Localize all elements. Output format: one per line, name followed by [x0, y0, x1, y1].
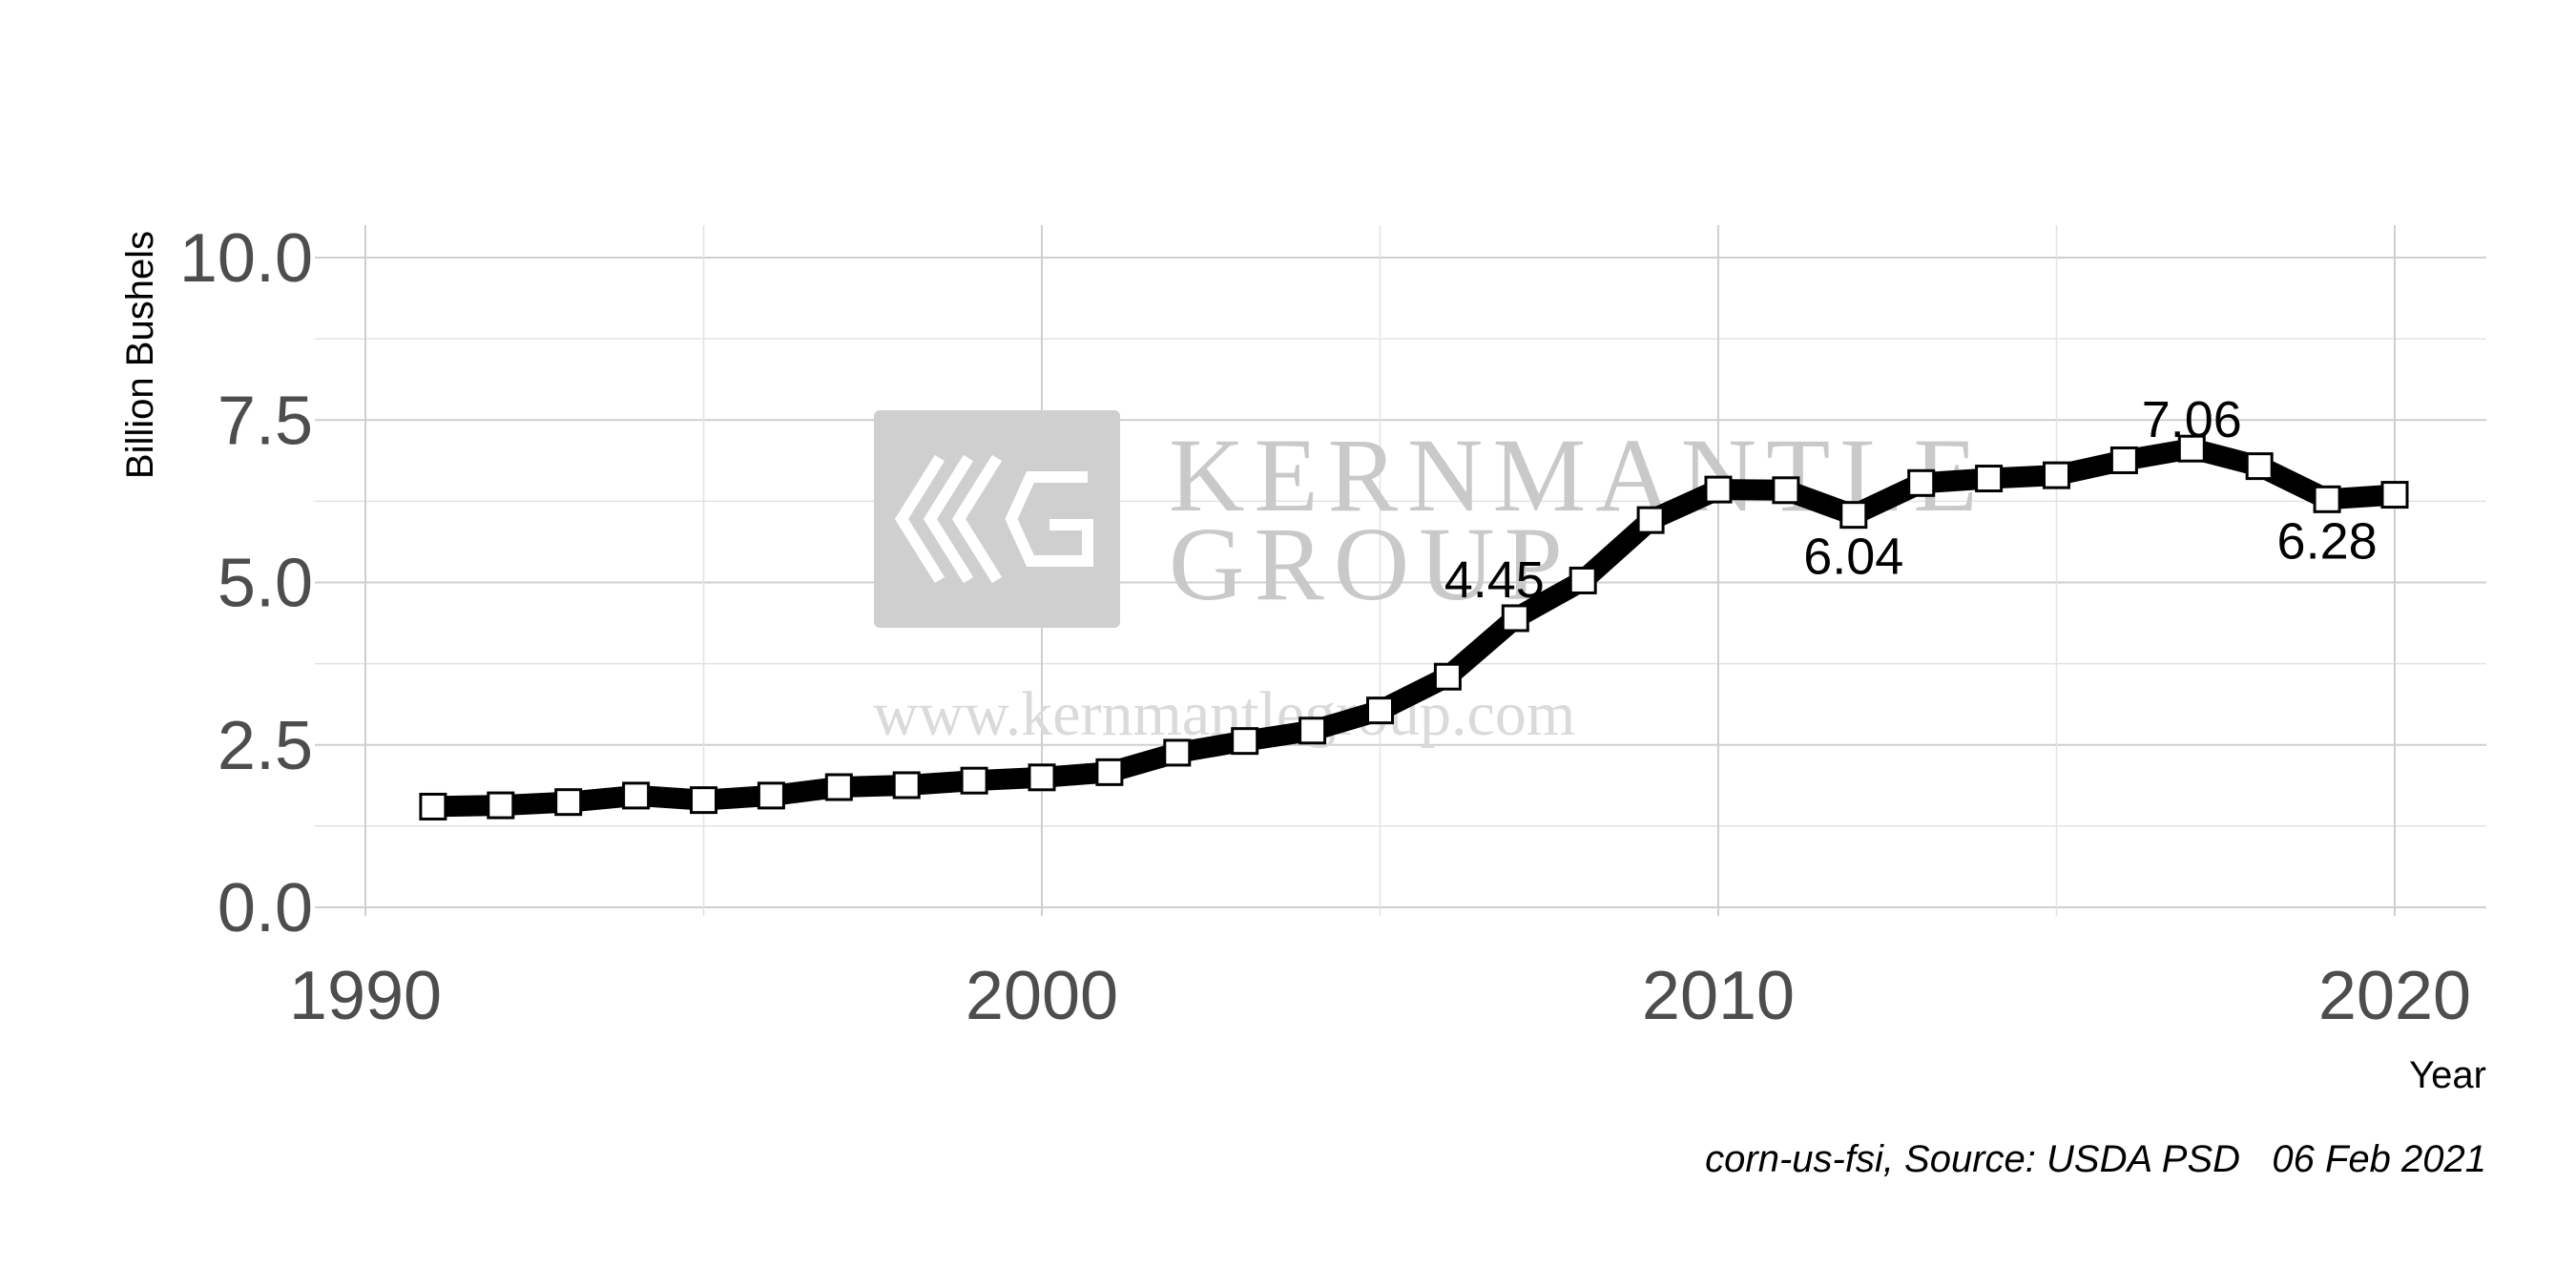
data-point-marker: [1907, 468, 1936, 497]
data-point-marker: [2313, 485, 2341, 513]
data-label: 4.45: [1444, 551, 1545, 609]
watermark-logo-icon: [894, 454, 1093, 584]
data-point-marker: [1095, 758, 1124, 786]
data-point-marker: [1568, 566, 1597, 594]
data-point-marker: [419, 792, 447, 821]
data-point-marker: [824, 773, 853, 801]
y-tick-label: 0.0: [218, 870, 313, 946]
x-tick-label: 1990: [289, 958, 442, 1034]
y-tick-labels: 0.0 2.5 5.0 7.5 10.0: [179, 220, 313, 946]
data-point-marker: [892, 771, 921, 800]
data-point-marker: [1501, 604, 1529, 633]
data-point-marker: [1433, 662, 1462, 691]
x-tick-label: 2000: [966, 958, 1118, 1034]
data-point-marker: [1636, 506, 1665, 534]
data-point-marker: [1366, 696, 1394, 725]
data-labels: 4.45 6.04 7.06 6.28: [1444, 391, 2378, 609]
data-label: 6.28: [2277, 512, 2378, 570]
x-axis-title: Year: [2409, 1054, 2486, 1096]
data-point-marker: [487, 791, 515, 820]
data-point-marker: [2043, 461, 2070, 489]
data-point-marker: [1975, 465, 2004, 493]
data-point-marker: [757, 781, 785, 810]
data-point-marker: [1772, 476, 1800, 505]
watermark-name-line2: GROUP: [1169, 506, 1572, 622]
data-point-marker: [1231, 727, 1259, 756]
data-point-marker: [2109, 446, 2138, 474]
data-label: 7.06: [2142, 391, 2242, 448]
x-tick-label: 2010: [1642, 958, 1795, 1034]
data-label: 6.04: [1803, 529, 1903, 586]
data-point-marker: [622, 781, 651, 810]
y-tick-label: 7.5: [218, 383, 313, 459]
data-point-marker: [690, 786, 717, 815]
x-tick-labels: 1990 2000 2010 2020: [289, 958, 2471, 1034]
data-point-marker: [1704, 475, 1733, 504]
series-layer: [419, 434, 2409, 821]
data-point-marker: [960, 766, 988, 795]
data-point-marker: [2245, 452, 2274, 481]
chart-caption: corn-us-fsi, Source: USDA PSD 06 Feb 202…: [1705, 1138, 2486, 1180]
y-tick-label: 10.0: [179, 220, 313, 297]
data-point-marker: [1028, 763, 1056, 792]
grid: [315, 225, 2486, 916]
data-point-marker: [2380, 481, 2409, 509]
data-point-marker: [554, 788, 583, 817]
y-tick-label: 2.5: [218, 708, 313, 784]
data-point-marker: [1298, 717, 1327, 745]
data-point-marker: [1163, 738, 1192, 767]
data-point-marker: [1839, 501, 1868, 530]
x-tick-label: 2020: [2318, 958, 2471, 1034]
data-point-marker: [2177, 434, 2206, 463]
y-axis-title: Billion Bushels: [119, 231, 161, 479]
y-tick-label: 5.0: [218, 546, 313, 622]
